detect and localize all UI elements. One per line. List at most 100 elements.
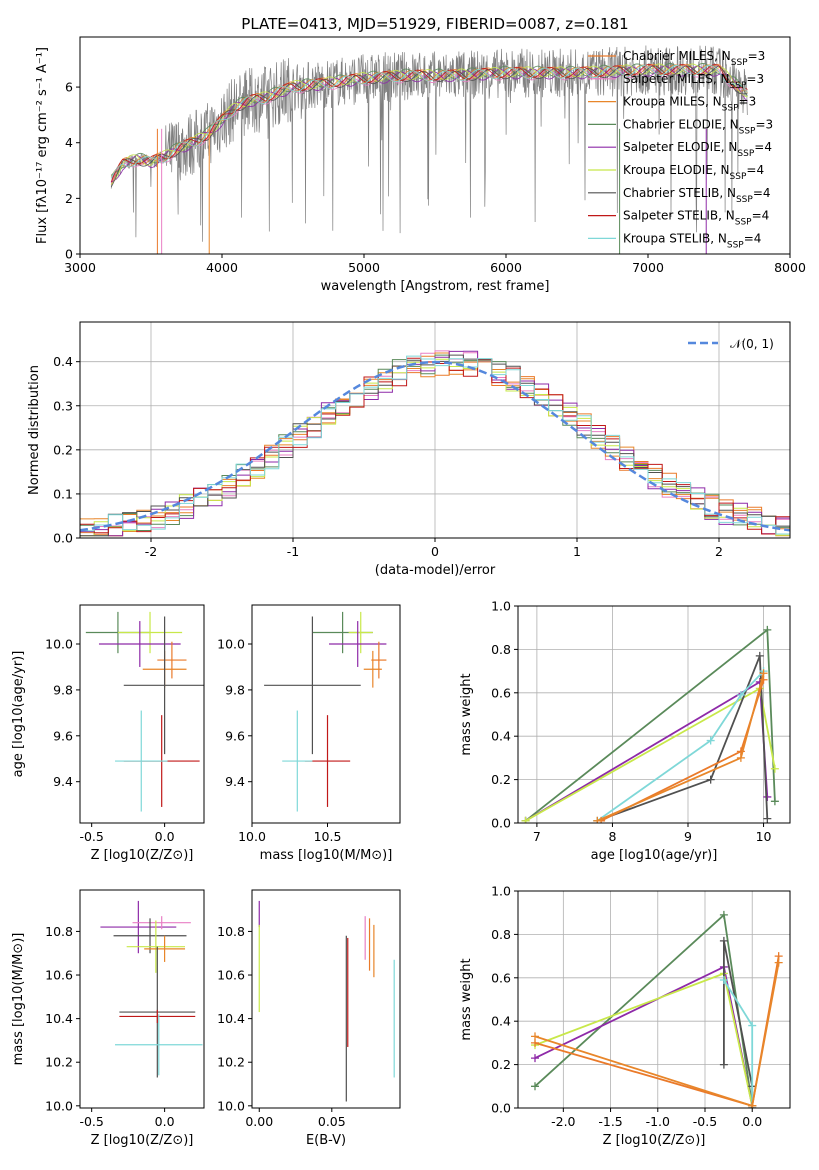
plus-marker [759,669,768,678]
axes-frame [79,604,205,824]
legend-entry: Salpeter MILES, NSSP=3 [623,72,764,91]
y-tick-label: 0.4 [53,354,73,369]
data-point [348,611,373,654]
data-point [113,918,187,954]
plus-marker [736,753,745,762]
chart-age-vs-mass: 10.0 10.5 9.4 9.6 9.8 10.0 mass [log10(M/M⊙)] [217,604,401,863]
axes-frame [79,889,205,1109]
legend-entry: Kroupa STELIB, NSSP=4 [623,231,761,250]
chart-age-vs-Z: -0.5 0.0 9.4 9.6 9.8 10.0 Z [log10(Z/Z⊙)] age [… [11,604,205,863]
data-point [264,616,361,755]
y-tick-label: 9.6 [53,728,73,743]
y-tick-label: 1.0 [491,884,511,899]
data-point [98,621,181,667]
y-tick-label: 0.0 [491,1101,511,1116]
y-axis-label: mass weight [459,958,474,1040]
y-axis-label: mass weight [459,673,474,755]
plot-area [531,910,783,1108]
y-tick-label: 10.8 [45,924,73,939]
x-tick-label: 10.0 [238,829,266,844]
plot-area [100,900,203,1078]
x-tick-label: 9 [684,829,692,844]
plus-marker [521,816,530,823]
y-tick-label: 0 [65,247,73,262]
plus-marker [748,1021,757,1030]
y-tick-label: 9.6 [225,728,245,743]
x-tick-label: 8 [608,829,616,844]
y-axis-label: age [log10(age/yr)] [11,651,26,778]
plus-marker [763,792,772,801]
y-tick-label: 9.8 [53,682,73,697]
x-tick-label: -0.5 [693,1114,717,1129]
y-tick-label: 0.6 [491,970,511,985]
legend-entry: 𝒩(0, 1) [730,337,774,351]
model-line [110,65,748,188]
y-tick-label: 0.4 [491,1014,511,1029]
data-point [115,710,168,812]
x-axis-label: (data-model)/error [375,563,496,578]
chart-spectrum: 3000 4000 5000 6000 7000 8000 0 2 4 6 wavelength [… [35,36,806,294]
x-tick-label: 8000 [774,260,806,275]
model-line [110,64,748,179]
x-axis-label: age [log10(age/yr)] [591,848,718,863]
data-point [371,641,387,679]
plus-marker [755,651,764,660]
x-tick-label: -1.0 [646,1114,670,1129]
x-tick-label: 6000 [490,260,522,275]
y-tick-label: 9.4 [53,774,73,789]
data-point [329,621,387,667]
data-point [144,935,186,962]
data-point [119,1009,196,1023]
chart-panels: 3000 4000 5000 6000 7000 8000 0 2 4 6 wavelength [… [11,36,806,1148]
legend-entry: Salpeter STELIB, NSSP=4 [623,209,769,228]
spectrum-data-line [110,45,748,242]
y-tick-label: 0.3 [53,398,73,413]
gaussian-curve [80,360,790,532]
x-axis-label: E(B-V) [306,1133,346,1148]
x-tick-label: 0 [431,544,439,559]
plus-marker [719,1060,728,1069]
plus-marker [763,814,772,823]
x-tick-label: -1.5 [598,1114,622,1129]
chart-mass-vs-Z: -0.5 0.0 10.0 10.2 10.4 10.6 10.8 Z [log10(Z/Z⊙… [11,889,205,1148]
plus-marker [736,690,745,699]
y-tick-label: 1.0 [491,599,511,614]
y-tick-label: 0.2 [53,442,73,457]
chart-mass-vs-EBV: 0.00 0.05 10.0 10.2 10.4 10.6 10.8 E(B-V) [217,889,401,1148]
data-point [132,916,191,930]
plot-area [264,611,387,812]
x-axis-label: Z [log10(Z/Z⊙)] [91,1133,194,1148]
plus-marker [719,936,728,945]
x-tick-label: 2 [715,544,723,559]
mass-weight-line [596,655,769,822]
plus-marker [774,958,783,967]
plus-marker [770,764,779,773]
legend-entry: Chabrier MILES, NSSP=3 [623,49,765,68]
data-point [115,1014,203,1076]
plus-marker [706,775,715,784]
y-tick-label: 0.4 [491,729,511,744]
plus-marker [531,1082,539,1091]
y-tick-label: 10.4 [45,1011,73,1026]
model-line [110,66,748,184]
y-tick-label: 10.2 [217,1055,245,1070]
chart-massweight-vs-age: 7 8 9 10 0.0 0.2 0.4 0.6 0.8 1.0 age [log10(age/yr… [459,599,791,863]
y-tick-label: 10.4 [217,1011,245,1026]
x-tick-label: 1 [573,544,581,559]
plus-marker [706,736,715,745]
y-tick-label: 6 [65,80,73,95]
x-tick-label: 7 [533,829,541,844]
y-tick-label: 9.4 [225,774,245,789]
y-tick-label: 0.2 [491,772,511,787]
plus-marker [593,816,602,823]
plus-marker [531,1054,539,1063]
plot-area [521,625,779,823]
x-tick-label: 0.0 [155,1114,175,1129]
plus-marker [770,797,779,806]
chart-massweight-vs-Z: -2.0 -1.5 -1.0 -0.5 0.0 0.0 0.2 0.4 0.6 0.8 1.0 Z [… [459,884,791,1148]
axes-frame [251,604,401,824]
x-tick-label: 0.00 [245,1114,273,1129]
x-axis-label: mass [log10(M/M⊙)] [260,848,393,863]
legend-entry: Chabrier ELODIE, NSSP=3 [623,117,773,136]
